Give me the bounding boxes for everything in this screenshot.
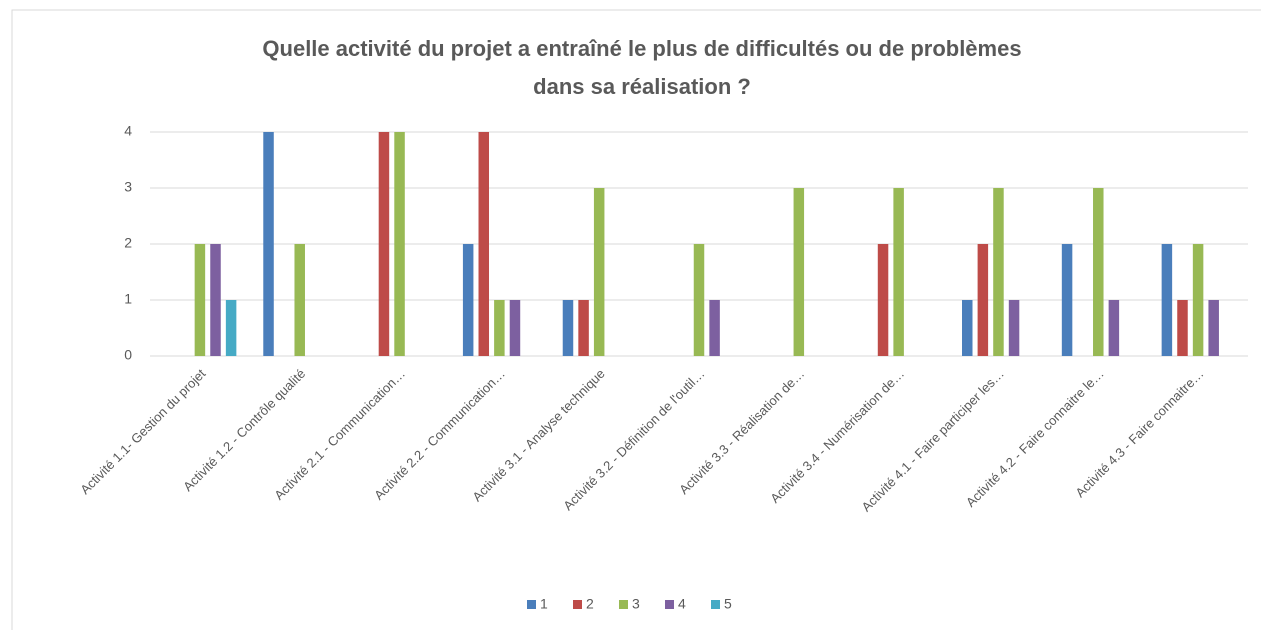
legend-label: 3 bbox=[632, 596, 640, 612]
bar bbox=[1177, 300, 1188, 356]
chart-title: Quelle activité du projet a entraîné le … bbox=[262, 36, 1021, 61]
bar bbox=[1192, 244, 1204, 356]
bar bbox=[1093, 188, 1104, 356]
bar bbox=[1161, 244, 1173, 356]
y-tick-label: 4 bbox=[124, 123, 132, 139]
bar bbox=[478, 132, 490, 356]
chart-title: dans sa réalisation ? bbox=[533, 74, 751, 99]
legend-label: 5 bbox=[724, 596, 732, 612]
bar bbox=[509, 300, 521, 356]
bar bbox=[225, 300, 237, 356]
bar bbox=[462, 244, 474, 356]
y-tick-label: 3 bbox=[124, 179, 132, 195]
bar bbox=[1061, 244, 1073, 356]
bar bbox=[977, 244, 989, 356]
bar bbox=[962, 300, 973, 356]
bar bbox=[494, 300, 505, 356]
legend-label: 1 bbox=[540, 596, 548, 612]
legend-swatch bbox=[527, 600, 536, 609]
bar bbox=[394, 132, 405, 356]
bar bbox=[709, 300, 720, 356]
legend-swatch bbox=[619, 600, 628, 609]
bar bbox=[1008, 300, 1020, 356]
bar bbox=[263, 132, 274, 356]
bar bbox=[210, 244, 221, 356]
y-tick-label: 1 bbox=[124, 291, 132, 307]
bar bbox=[578, 300, 589, 356]
bar bbox=[877, 244, 889, 356]
y-tick-label: 2 bbox=[124, 235, 132, 251]
bar bbox=[1208, 300, 1219, 356]
bar bbox=[294, 244, 305, 356]
legend-swatch bbox=[711, 600, 720, 609]
legend-label: 4 bbox=[678, 596, 686, 612]
legend-swatch bbox=[665, 600, 674, 609]
bar bbox=[993, 188, 1004, 356]
legend-swatch bbox=[573, 600, 582, 609]
bar bbox=[693, 244, 705, 356]
bar bbox=[593, 188, 605, 356]
bar bbox=[1108, 300, 1120, 356]
chart-border bbox=[11, 9, 1261, 630]
legend-label: 2 bbox=[586, 596, 594, 612]
y-tick-label: 0 bbox=[124, 347, 132, 363]
bar bbox=[378, 132, 390, 356]
bar bbox=[194, 244, 206, 356]
bar bbox=[893, 188, 904, 356]
bar bbox=[793, 188, 805, 356]
bar bbox=[562, 300, 574, 356]
